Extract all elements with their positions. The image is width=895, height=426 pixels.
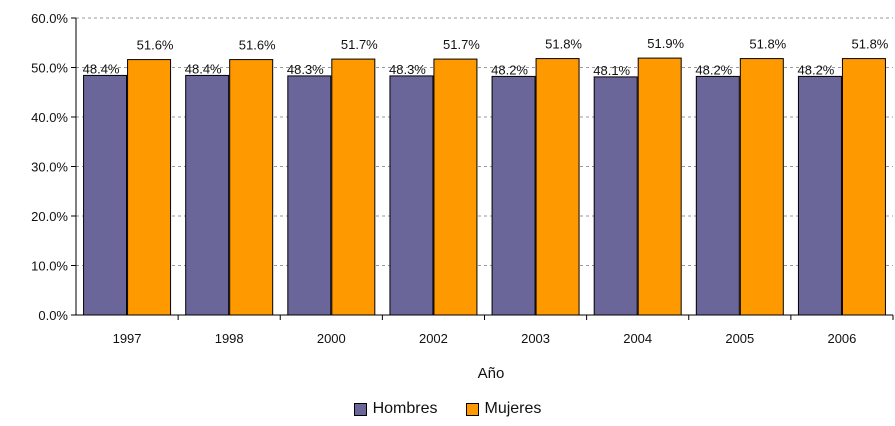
legend-item-mujeres: Mujeres <box>465 400 542 418</box>
legend-label-hombres: Hombres <box>372 400 438 417</box>
bar-hombres-2002 <box>389 75 434 316</box>
y-tick-label: 0.0% <box>38 308 68 323</box>
bars <box>83 57 886 316</box>
data-label-hombres: 48.4% <box>83 61 120 76</box>
legend-swatch-mujeres <box>465 402 479 416</box>
bar-hombres-1997 <box>83 74 128 316</box>
legend-swatch-hombres <box>353 402 367 416</box>
bar-mujeres-2000 <box>331 58 376 316</box>
x-axis-title: Año <box>478 365 505 382</box>
data-label-hombres: 48.3% <box>287 62 324 77</box>
y-tick-label: 10.0% <box>31 259 68 274</box>
x-tick-label: 2003 <box>521 331 550 346</box>
data-label-hombres: 48.2% <box>491 62 528 77</box>
x-tick-label: 1997 <box>113 331 142 346</box>
data-label-mujeres: 51.9% <box>647 36 684 51</box>
x-tick-labels: 1997 1998 2000 2002 2003 2004 2005 2006 <box>113 331 857 346</box>
data-label-hombres: 48.1% <box>593 63 630 78</box>
x-tick-label: 2006 <box>827 331 856 346</box>
data-label-mujeres: 51.6% <box>137 38 174 53</box>
legend: Hombres Mujeres <box>0 400 895 418</box>
bar-hombres-2000 <box>287 75 332 316</box>
bar-mujeres-2004 <box>637 57 682 316</box>
data-label-hombres: 48.2% <box>798 62 835 77</box>
data-label-hombres: 48.4% <box>185 61 222 76</box>
bar-mujeres-2005 <box>739 58 784 316</box>
data-label-hombres: 48.3% <box>389 62 426 77</box>
axes <box>71 17 894 320</box>
data-label-mujeres: 51.7% <box>443 37 480 52</box>
y-tick-label: 60.0% <box>31 11 68 26</box>
data-label-mujeres: 51.8% <box>852 37 889 52</box>
data-label-hombres: 48.2% <box>695 62 732 77</box>
bar-hombres-2005 <box>695 75 740 316</box>
x-tick-label: 2005 <box>725 331 754 346</box>
legend-item-hombres: Hombres <box>353 400 438 418</box>
bar-hombres-2003 <box>491 75 536 316</box>
bar-mujeres-1997 <box>127 59 172 316</box>
x-tick-label: 2004 <box>623 331 652 346</box>
data-label-mujeres: 51.8% <box>749 37 786 52</box>
x-tick-label: 1998 <box>215 331 244 346</box>
data-label-mujeres: 51.7% <box>341 37 378 52</box>
y-tick-labels: 0.0% 10.0% 20.0% 30.0% 40.0% 50.0% 60.0% <box>31 11 68 323</box>
y-tick-label: 30.0% <box>31 160 68 175</box>
legend-label-mujeres: Mujeres <box>484 400 542 417</box>
x-tick-label: 2000 <box>317 331 346 346</box>
bar-mujeres-1998 <box>229 59 274 316</box>
data-label-mujeres: 51.8% <box>545 37 582 52</box>
bar-hombres-1998 <box>185 74 230 316</box>
y-tick-label: 40.0% <box>31 110 68 125</box>
data-labels: 48.4% 51.6% 48.4% 51.6% 48.3% 51.7% 48.3% 51.7%… <box>83 36 889 78</box>
bar-mujeres-2003 <box>535 58 580 316</box>
y-tick-label: 20.0% <box>31 209 68 224</box>
bar-hombres-2006 <box>797 75 842 316</box>
y-tick-label: 50.0% <box>31 61 68 76</box>
data-label-mujeres: 51.6% <box>239 38 276 53</box>
bar-mujeres-2006 <box>841 58 886 316</box>
bar-mujeres-2002 <box>433 58 478 316</box>
bar-hombres-2004 <box>593 76 638 316</box>
x-tick-label: 2002 <box>419 331 448 346</box>
